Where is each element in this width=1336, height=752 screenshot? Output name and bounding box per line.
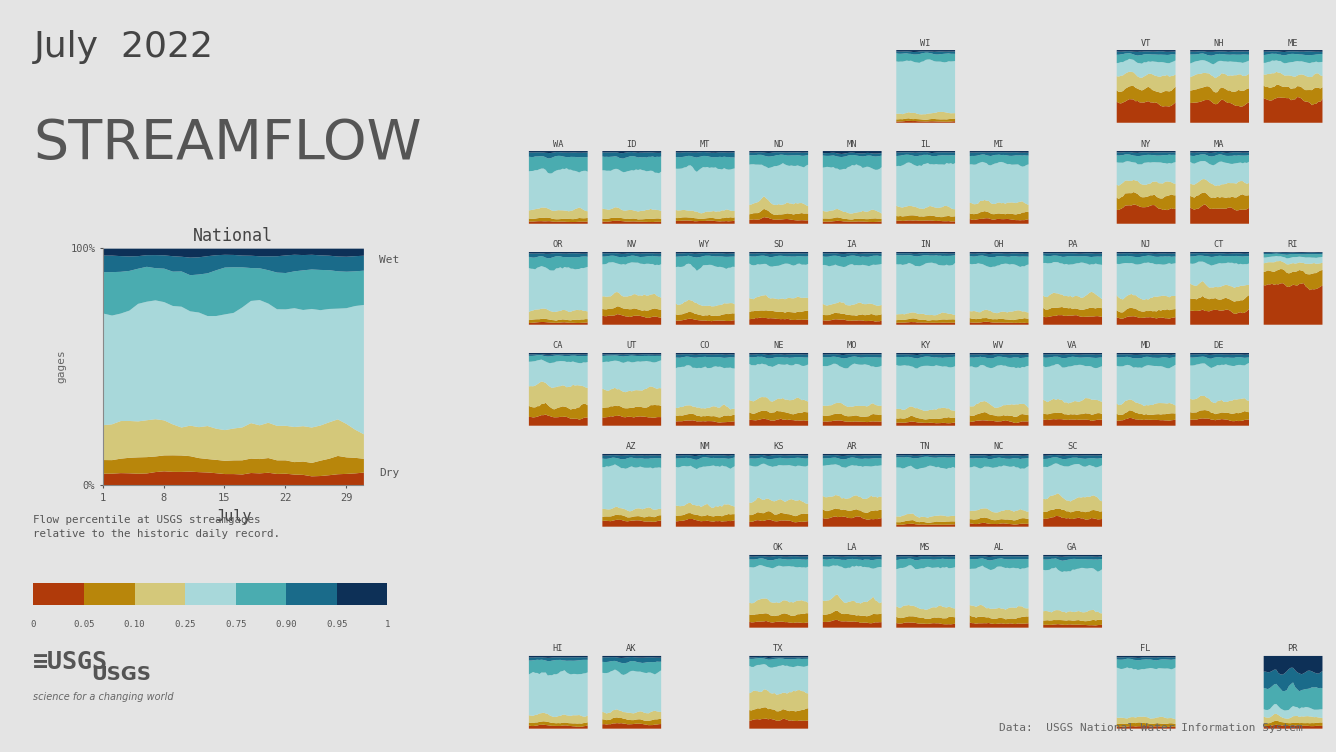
Text: 0.75: 0.75 (224, 620, 246, 629)
Text: DE: DE (1214, 341, 1224, 350)
Text: GA: GA (1067, 544, 1077, 553)
Text: ≡USGS: ≡USGS (33, 650, 108, 675)
Y-axis label: gages: gages (56, 350, 65, 384)
Text: AK: AK (627, 644, 636, 653)
Text: NJ: NJ (1141, 241, 1150, 250)
Text: July  2022: July 2022 (33, 30, 214, 64)
Text: MA: MA (1214, 140, 1224, 148)
Text: FL: FL (1141, 644, 1150, 653)
Text: WI: WI (921, 38, 930, 47)
Text: MI: MI (994, 140, 1003, 148)
Text: KY: KY (921, 341, 930, 350)
Text: 0.10: 0.10 (124, 620, 146, 629)
Text: MD: MD (1141, 341, 1150, 350)
Text: MN: MN (847, 140, 856, 148)
Text: SC: SC (1067, 442, 1077, 451)
Text: WV: WV (994, 341, 1003, 350)
Text: LA: LA (847, 544, 856, 553)
Text: MO: MO (847, 341, 856, 350)
Text: NY: NY (1141, 140, 1150, 148)
Text: 0.95: 0.95 (326, 620, 347, 629)
Text: NC: NC (994, 442, 1003, 451)
Text: 0.05: 0.05 (73, 620, 95, 629)
Text: NV: NV (627, 241, 636, 250)
Text: UT: UT (627, 341, 636, 350)
Text: ND: ND (774, 140, 783, 148)
Text: IN: IN (921, 241, 930, 250)
Text: RI: RI (1288, 241, 1297, 250)
Text: 0.25: 0.25 (175, 620, 196, 629)
Text: WA: WA (553, 140, 562, 148)
Text: TX: TX (774, 644, 783, 653)
Text: Data:  USGS National Water Information System: Data: USGS National Water Information Sy… (999, 723, 1303, 733)
Text: VA: VA (1067, 341, 1077, 350)
Text: VT: VT (1141, 38, 1150, 47)
Text: 0.90: 0.90 (275, 620, 297, 629)
Text: MS: MS (921, 544, 930, 553)
Text: OK: OK (774, 544, 783, 553)
Text: OR: OR (553, 241, 562, 250)
Text: 1: 1 (385, 620, 390, 629)
Text: CO: CO (700, 341, 709, 350)
Text: Dry: Dry (379, 468, 399, 478)
Text: WY: WY (700, 241, 709, 250)
Text: STREAMFLOW: STREAMFLOW (33, 117, 422, 171)
Text: AL: AL (994, 544, 1003, 553)
Text: Wet: Wet (379, 255, 399, 265)
Text: science for a changing world: science for a changing world (33, 692, 174, 702)
Text: NE: NE (774, 341, 783, 350)
Text: CT: CT (1214, 241, 1224, 250)
Text: ME: ME (1288, 38, 1297, 47)
Text: IA: IA (847, 241, 856, 250)
Text: NH: NH (1214, 38, 1224, 47)
Text: IL: IL (921, 140, 930, 148)
Text: PA: PA (1067, 241, 1077, 250)
Text: ID: ID (627, 140, 636, 148)
Text: Flow percentile at USGS streamgages
relative to the historic daily record.: Flow percentile at USGS streamgages rela… (33, 515, 281, 539)
Text: MT: MT (700, 140, 709, 148)
Text: 0: 0 (31, 620, 36, 629)
Text: July: July (215, 509, 251, 524)
Text: USGS: USGS (91, 665, 151, 684)
Text: AR: AR (847, 442, 856, 451)
Text: CA: CA (553, 341, 562, 350)
Text: TN: TN (921, 442, 930, 451)
Text: HI: HI (553, 644, 562, 653)
Text: PR: PR (1288, 644, 1297, 653)
Text: OH: OH (994, 241, 1003, 250)
Text: NM: NM (700, 442, 709, 451)
Text: AZ: AZ (627, 442, 636, 451)
Text: KS: KS (774, 442, 783, 451)
Title: National: National (194, 227, 273, 245)
Text: SD: SD (774, 241, 783, 250)
